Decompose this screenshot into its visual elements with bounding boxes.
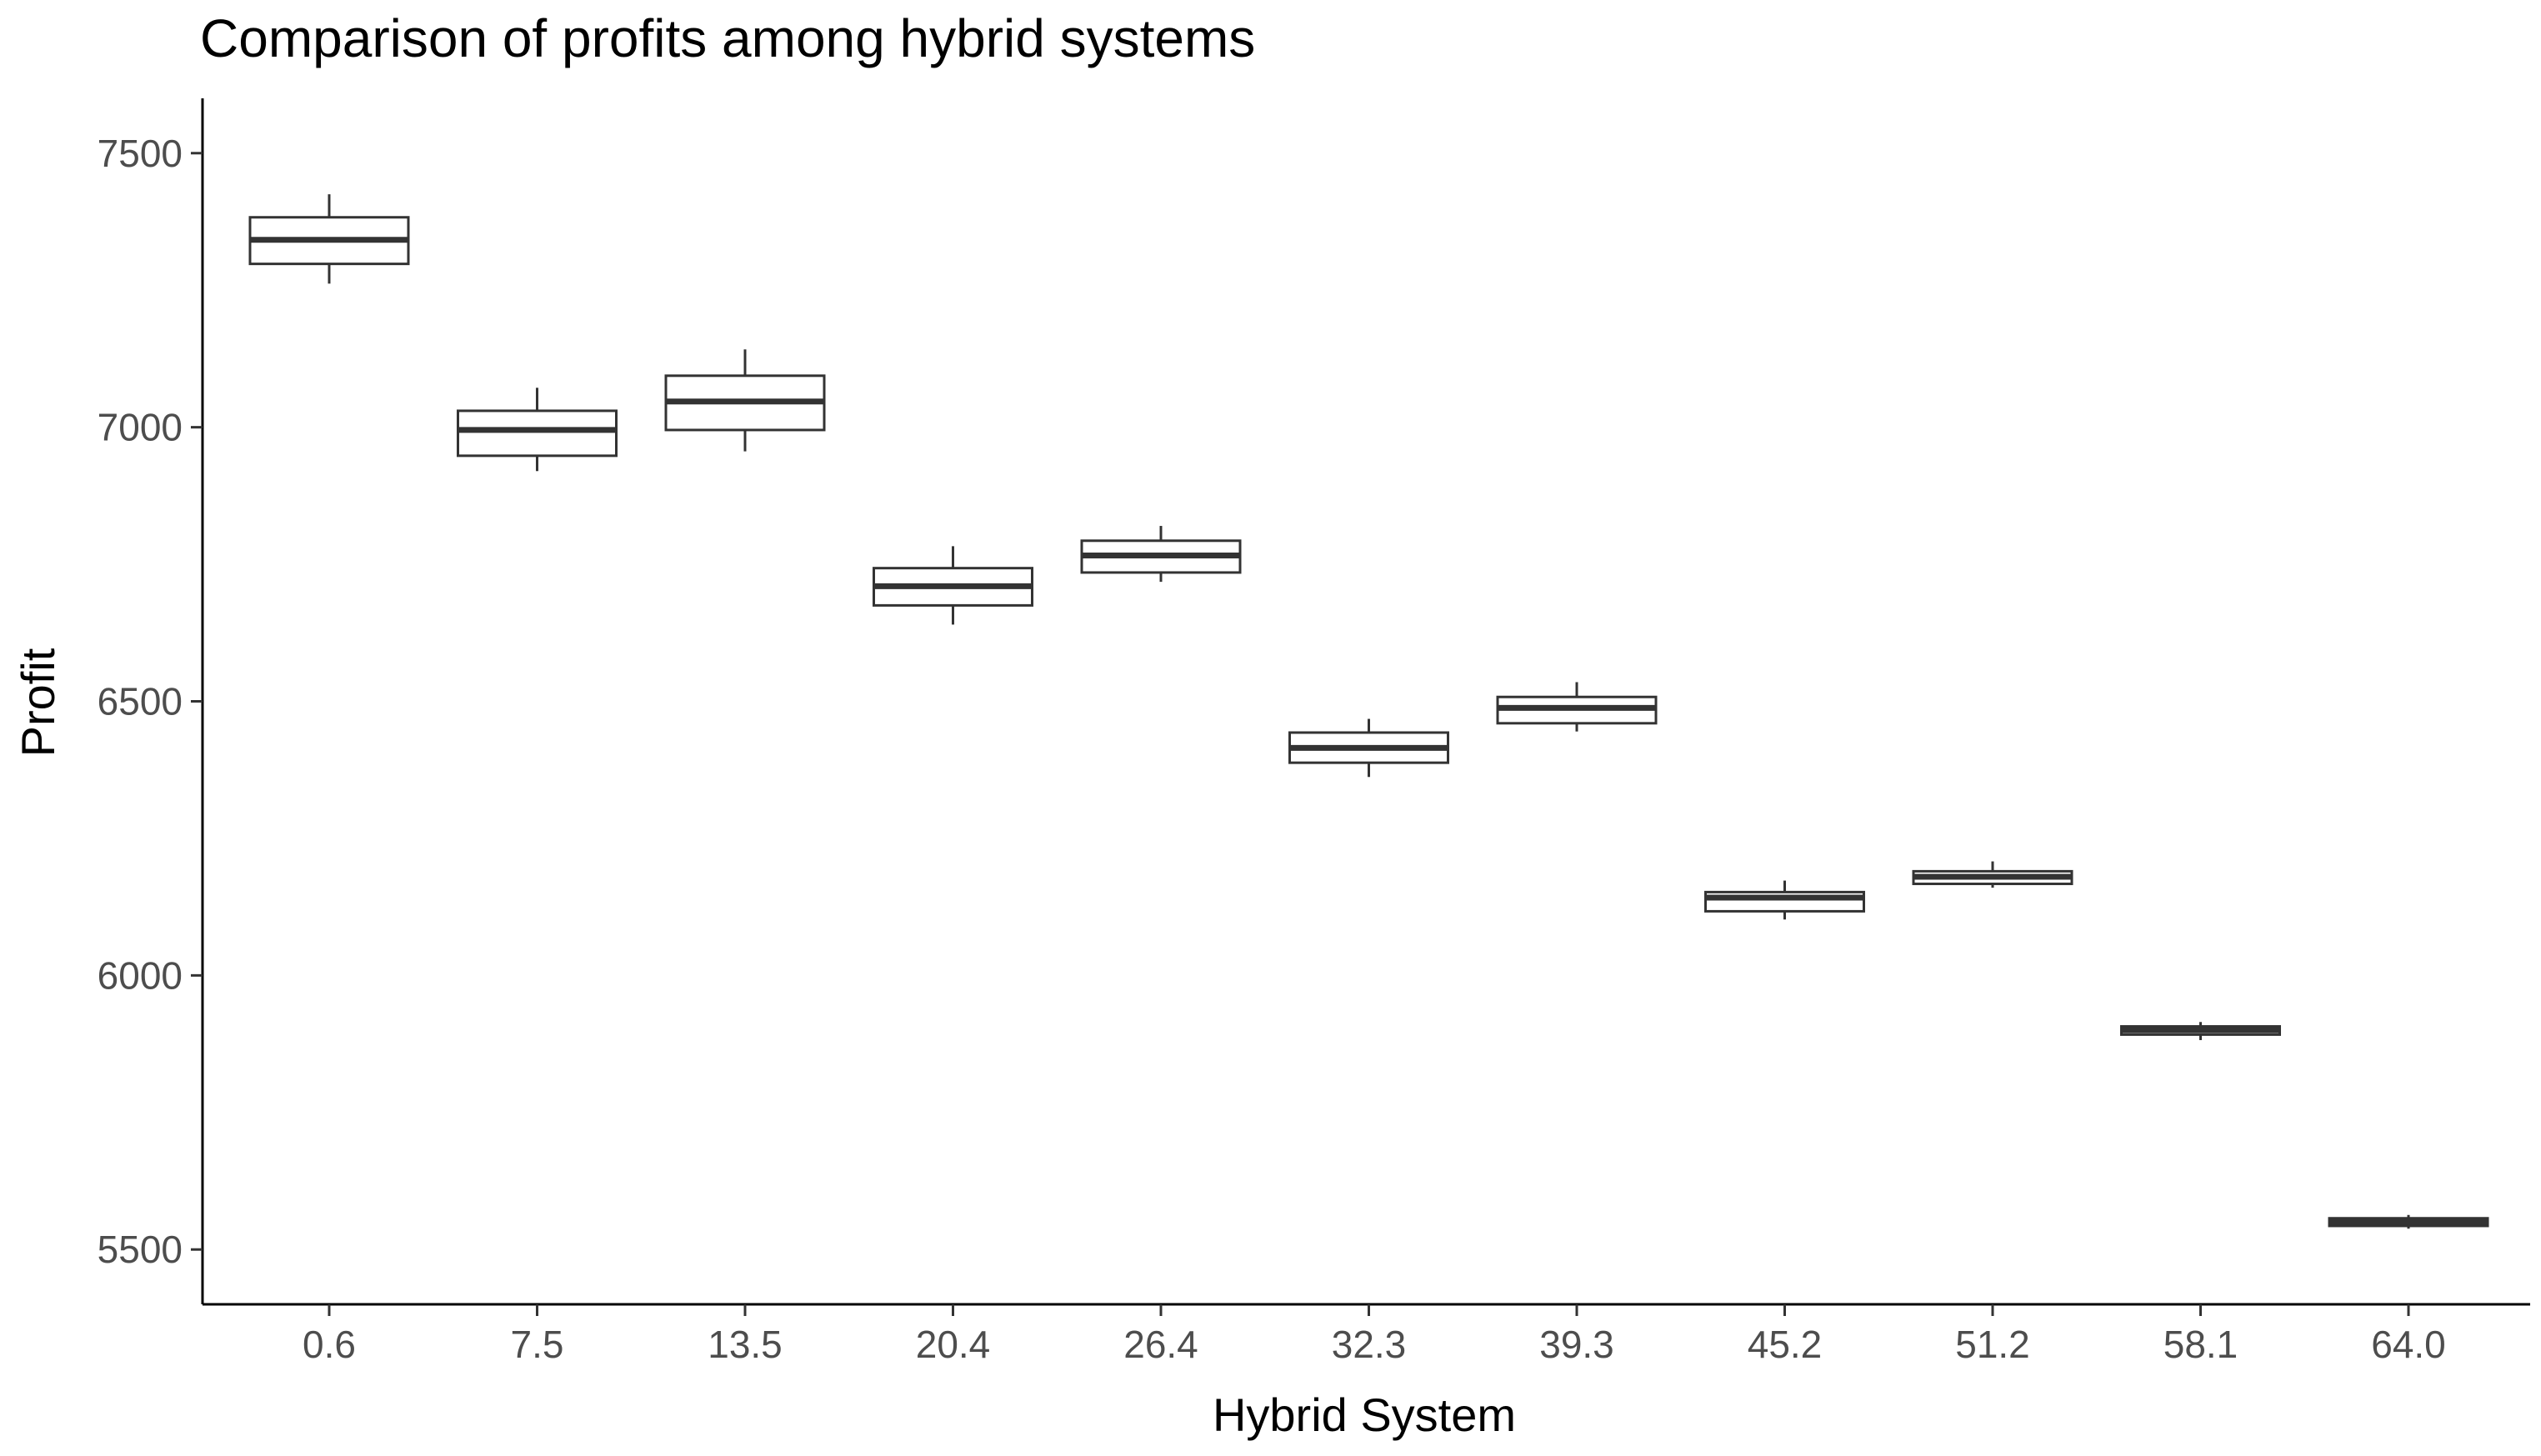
box-13.5 xyxy=(664,349,826,452)
y-axis-ticks: 5500 6000 6500 7000 7500 xyxy=(98,132,203,1271)
y-tick-label: 7000 xyxy=(98,406,183,449)
y-tick-label: 6000 xyxy=(98,953,183,997)
x-tick-label: 51.2 xyxy=(1955,1323,2030,1366)
box-20.4 xyxy=(873,546,1033,625)
box-0.6 xyxy=(248,194,410,284)
x-tick-label: 58.1 xyxy=(2163,1323,2238,1366)
x-tick-label: 7.5 xyxy=(511,1323,564,1366)
y-axis-title: Profit xyxy=(12,648,64,757)
box-iqr xyxy=(457,409,618,458)
x-tick-label: 26.4 xyxy=(1123,1323,1198,1366)
box-51.2 xyxy=(1912,861,2073,888)
axes xyxy=(201,98,2530,1306)
box-45.2 xyxy=(1704,880,1865,920)
chart-title: Comparison of profits among hybrid syste… xyxy=(200,8,1255,68)
x-tick-label: 0.6 xyxy=(303,1323,356,1366)
box-26.4 xyxy=(1080,526,1242,583)
x-axis-title: Hybrid System xyxy=(1213,1388,1516,1441)
y-tick-label: 7500 xyxy=(98,132,183,175)
x-tick-label: 64.0 xyxy=(2371,1323,2446,1366)
box-7.5 xyxy=(457,388,618,472)
x-tick-label: 45.2 xyxy=(1748,1323,1823,1366)
box-58.1 xyxy=(2120,1022,2281,1040)
box-32.3 xyxy=(1288,718,1449,778)
x-tick-label: 13.5 xyxy=(708,1323,783,1366)
y-tick-label: 5500 xyxy=(98,1228,183,1271)
box-series xyxy=(248,194,2489,1229)
x-tick-label: 20.4 xyxy=(916,1323,991,1366)
box-64.0 xyxy=(2328,1214,2489,1229)
y-tick-label: 6500 xyxy=(98,680,183,723)
x-tick-label: 32.3 xyxy=(1332,1323,1407,1366)
box-39.3 xyxy=(1496,682,1658,732)
x-tick-label: 39.3 xyxy=(1539,1323,1614,1366)
x-axis-ticks: 0.6 7.5 13.5 20.4 26.4 32.3 39.3 45.2 51.2 58.1 64… xyxy=(303,1304,2446,1366)
